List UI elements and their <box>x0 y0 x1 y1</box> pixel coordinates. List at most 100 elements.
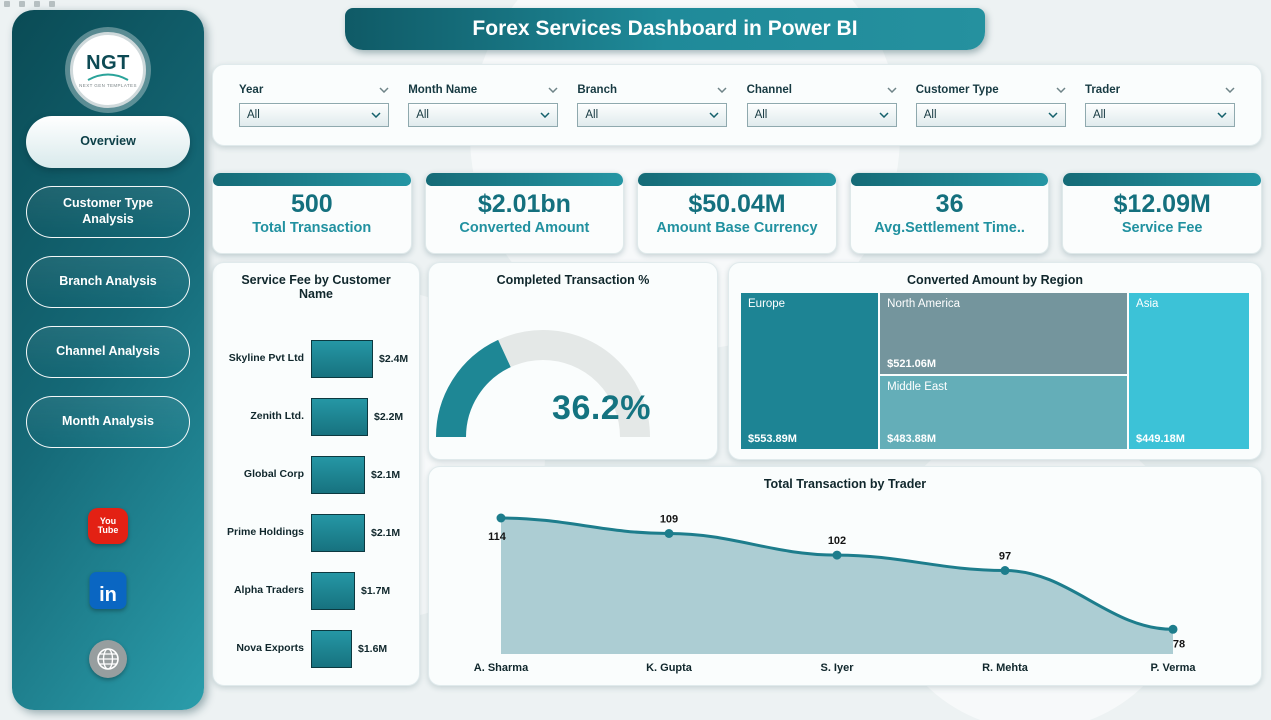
bar-skyline-pvt-ltd[interactable] <box>311 340 373 378</box>
bar-zenith-ltd[interactable] <box>311 398 368 436</box>
mini-toolbar-icon[interactable] <box>34 1 40 7</box>
mini-toolbar-icon[interactable] <box>4 1 10 7</box>
treemap-block-europe[interactable]: Europe $553.89M <box>741 293 879 449</box>
kpi-label: Service Fee <box>1121 219 1203 236</box>
globe-logo <box>89 640 127 678</box>
linkedin-logo: in <box>89 572 127 609</box>
treemap-block-middle-east[interactable]: Middle East $483.88M <box>880 376 1128 449</box>
youtube-text-line: Tube <box>97 525 119 535</box>
bar-row: Alpha Traders $1.7M <box>219 567 415 615</box>
chevron-down-icon <box>1056 86 1066 93</box>
gauge-value: 36.2% <box>552 389 651 427</box>
treemap-block-asia[interactable]: Asia $449.18M <box>1129 293 1249 449</box>
filter-header[interactable]: Month Name <box>408 84 558 96</box>
area-fill[interactable] <box>501 518 1173 654</box>
axis-category-label: P. Verma <box>1150 662 1196 674</box>
sidebar: NGT NEXT GEN TEMPLATES You Tube in <box>12 10 204 710</box>
bar-nova-exports[interactable] <box>311 630 352 668</box>
data-point-k-gupta[interactable] <box>664 529 674 538</box>
filter-selected-value: All <box>923 108 937 121</box>
mini-toolbar-icon[interactable] <box>19 1 25 7</box>
filter-header[interactable]: Year <box>239 84 389 96</box>
bar-value-label: $2.1M <box>371 469 401 481</box>
kpi-label: Amount Base Currency <box>656 219 818 236</box>
kpi-accent-strip <box>1063 173 1261 186</box>
kpi-accent-strip <box>213 173 411 186</box>
filter-dropdown[interactable]: All <box>408 102 559 127</box>
bar-value-label: $2.2M <box>374 411 404 423</box>
treemap-column: Europe $553.89M <box>741 293 879 449</box>
chevron-down-icon <box>887 86 897 93</box>
axis-category-label: R. Mehta <box>982 662 1029 674</box>
filter-header[interactable]: Customer Type <box>916 84 1066 96</box>
sidebar-item-branch-analysis[interactable]: Branch Analysis <box>26 256 190 308</box>
filter-header[interactable]: Trader <box>1085 84 1235 96</box>
kpi-accent-strip <box>850 173 1049 186</box>
data-point-a-sharma[interactable] <box>496 513 506 523</box>
gauge-fill[interactable] <box>436 339 512 438</box>
bar-category-label: Nova Exports <box>236 642 304 655</box>
data-label: 78 <box>1173 638 1185 650</box>
filter-label: Trader <box>1084 83 1121 96</box>
filter-dropdown[interactable]: All <box>915 102 1066 127</box>
treemap-block-north-america[interactable]: North America $521.06M <box>880 293 1128 375</box>
filter-dropdown[interactable]: All <box>1084 102 1235 127</box>
chevron-down-icon <box>1225 86 1235 93</box>
filter-label: Month Name <box>408 83 478 96</box>
kpi-value: $2.01bn <box>477 190 571 218</box>
sidebar-item-customer-type-analysis[interactable]: Customer Type Analysis <box>26 186 190 238</box>
bar-chart-card: Service Fee by Customer Name Skyline Pvt… <box>212 262 420 686</box>
kpi-card-converted-amount: $2.01bn Converted Amount <box>424 172 625 254</box>
youtube-icon[interactable]: You Tube <box>88 508 128 544</box>
axis-category-label: S. Iyer <box>820 662 854 674</box>
gauge-chart-card: Completed Transaction % 36.2% <box>428 262 718 460</box>
filter-header[interactable]: Channel <box>747 84 897 96</box>
website-globe-icon[interactable] <box>89 640 127 678</box>
data-point-p-verma[interactable] <box>1168 624 1178 634</box>
bar-global-corp[interactable] <box>311 456 365 494</box>
filter-dropdown[interactable]: All <box>239 102 389 127</box>
bar-row: Prime Holdings $2.1M <box>219 509 415 557</box>
window-controls <box>4 1 55 9</box>
data-label: 114 <box>488 531 507 543</box>
filter-label: Branch <box>577 83 617 96</box>
page-title-text: Forex Services Dashboard in Power BI <box>472 17 858 40</box>
treemap-chart: Europe $553.89M North America $521.06M Middl… <box>741 293 1249 449</box>
chevron-down-icon <box>879 111 889 118</box>
kpi-accent-strip <box>638 173 836 186</box>
bar-category-label: Prime Holdings <box>226 526 304 539</box>
filter-dropdown[interactable]: All <box>577 102 728 127</box>
sidebar-item-channel-analysis[interactable]: Channel Analysis <box>26 326 190 378</box>
filter-customer-type: Customer Type All <box>915 84 1066 127</box>
kpi-value: 500 <box>290 190 333 218</box>
filter-label: Year <box>239 83 264 96</box>
bar-alpha-traders[interactable] <box>311 572 355 610</box>
youtube-logo: You Tube <box>88 508 128 544</box>
treemap-value: $521.06M <box>887 358 937 371</box>
kpi-card-total-transaction: 500 Total Transaction <box>212 172 412 254</box>
treemap-value: $483.88M <box>887 433 937 445</box>
treemap-label: North America <box>887 298 961 310</box>
treemap-value: $449.18M <box>1136 433 1185 445</box>
kpi-value: $12.09M <box>1113 190 1211 218</box>
bar-chart: Skyline Pvt Ltd $2.4M Zenith Ltd. $2.2M Glob… <box>213 335 419 673</box>
kpi-row: 500 Total Transaction $2.01bn Converted Amo… <box>212 172 1262 254</box>
chevron-down-icon <box>371 111 381 118</box>
bar-row: Zenith Ltd. $2.2M <box>219 393 415 441</box>
kpi-value: 36 <box>935 190 964 218</box>
filter-dropdown[interactable]: All <box>746 102 897 127</box>
sidebar-item-month-analysis[interactable]: Month Analysis <box>26 396 190 448</box>
kpi-label: Total Transaction <box>252 219 372 236</box>
chevron-down-icon <box>717 86 727 93</box>
mini-toolbar-icon[interactable] <box>49 1 55 7</box>
filter-selected-value: All <box>585 108 599 121</box>
bar-prime-holdings[interactable] <box>311 514 365 552</box>
sidebar-item-overview[interactable]: Overview <box>26 116 190 168</box>
linkedin-icon[interactable]: in <box>89 572 127 609</box>
filter-header[interactable]: Branch <box>577 84 727 96</box>
axis-category-label: K. Gupta <box>646 662 693 674</box>
data-point-r-mehta[interactable] <box>1000 566 1010 575</box>
data-point-s-iyer[interactable] <box>832 550 842 560</box>
data-label: 97 <box>999 551 1011 563</box>
bar-category-label: Alpha Traders <box>233 584 304 597</box>
